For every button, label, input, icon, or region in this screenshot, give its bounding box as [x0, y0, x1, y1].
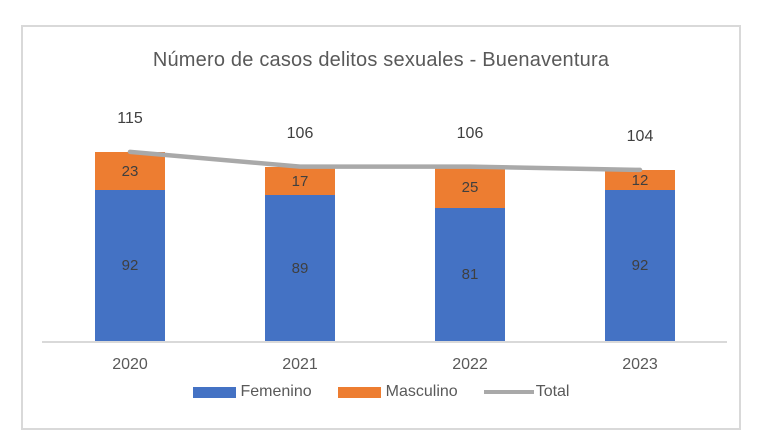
data-label-masculino-2021: 17: [291, 172, 309, 190]
legend-swatch-femenino-icon: [192, 386, 236, 398]
legend-swatch-masculino-icon: [337, 386, 381, 398]
legend-item-total: Total: [483, 383, 570, 401]
plot-area: 92 23 115 2020 89 17 106 2021 81 25 106 2022 92 12 104…: [23, 27, 739, 428]
legend-label-total: Total: [535, 383, 570, 400]
bar-segment-femenino-2021: [265, 194, 335, 341]
data-label-masculino-2023: 12: [631, 171, 649, 189]
data-label-femenino-2023: 92: [631, 257, 649, 275]
data-label-femenino-2021: 89: [291, 259, 309, 277]
bar-segment-masculino-2023: [605, 169, 675, 190]
legend-label-femenino: Femenino: [240, 383, 312, 400]
legend-item-masculino: Masculino: [337, 383, 458, 401]
legend: Femenino Masculino Total: [23, 383, 739, 401]
data-label-total-2022: 106: [456, 124, 484, 142]
bar-segment-femenino-2020: [95, 189, 165, 341]
chart: Número de casos delitos sexuales - Buena…: [21, 25, 741, 430]
x-axis-label-2023: 2023: [622, 356, 658, 373]
legend-label-masculino: Masculino: [385, 383, 458, 400]
data-label-femenino-2020: 92: [121, 257, 139, 275]
bar-segment-masculino-2022: [435, 166, 505, 208]
data-label-femenino-2022: 81: [461, 266, 479, 284]
data-label-total-2020: 115: [117, 109, 143, 127]
data-label-total-2023: 104: [626, 127, 654, 145]
x-axis-label-2022: 2022: [452, 356, 488, 373]
chart-title: Número de casos delitos sexuales - Buena…: [152, 49, 610, 71]
data-label-masculino-2022: 25: [461, 179, 479, 197]
bar-segment-femenino-2022: [435, 207, 505, 341]
data-label-total-2021: 106: [286, 124, 314, 142]
x-axis-label-2020: 2020: [112, 356, 148, 373]
legend-item-femenino: Femenino: [192, 383, 312, 401]
x-axis-label-2021: 2021: [282, 356, 318, 373]
legend-swatch-total-line-icon: [483, 389, 534, 395]
x-axis-line: [42, 341, 727, 343]
bar-segment-femenino-2023: [605, 189, 675, 341]
data-label-masculino-2020: 23: [121, 162, 139, 180]
